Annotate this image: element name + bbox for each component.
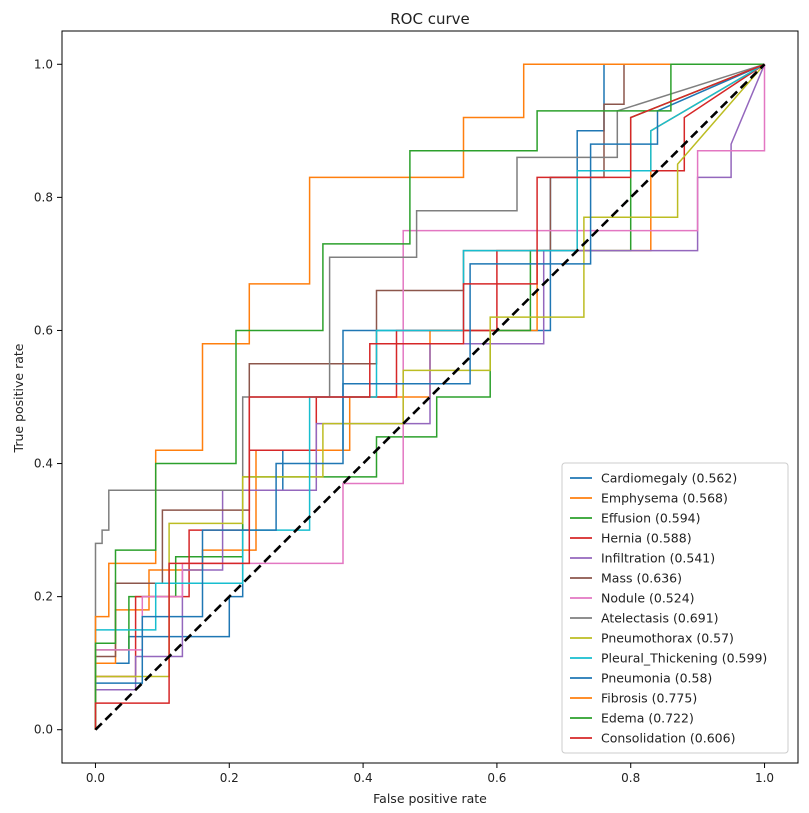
legend-label: Nodule (0.524) <box>601 591 695 606</box>
y-tick-label: 0.8 <box>34 190 53 204</box>
y-tick-label: 0.4 <box>34 457 53 471</box>
axes-layer: 0.0 0.2 0.4 0.6 0.8 1.0 0.0 0.2 0.4 0.6 0.8 1.0 <box>34 30 799 785</box>
legend-label: Cardiomegaly (0.562) <box>601 471 737 486</box>
legend-label: Fibrosis (0.775) <box>601 691 697 706</box>
legend-label: Pneumothorax (0.57) <box>601 631 734 646</box>
x-tick-label: 0.0 <box>86 771 105 785</box>
series-layer <box>94 63 766 731</box>
x-tick-label: 0.2 <box>220 771 239 785</box>
x-tick-label: 0.4 <box>354 771 373 785</box>
legend-label: Hernia (0.588) <box>601 531 692 546</box>
legend-label: Effusion (0.594) <box>601 511 701 526</box>
y-axis-label: True positive rate <box>11 343 26 453</box>
legend-label: Edema (0.722) <box>601 711 694 726</box>
roc-line-edema <box>94 63 765 730</box>
x-tick-label: 0.6 <box>487 771 506 785</box>
legend-label: Mass (0.636) <box>601 571 682 586</box>
y-tick-label: 0.6 <box>34 323 53 337</box>
legend-label: Pneumonia (0.58) <box>601 671 712 686</box>
legend-label: Infiltration (0.541) <box>601 551 715 566</box>
x-tick-label: 0.8 <box>621 771 640 785</box>
chance-diagonal-line <box>94 63 766 731</box>
roc-line-pneumonia <box>94 63 765 730</box>
x-axis-label: False positive rate <box>373 791 487 806</box>
x-tick-label: 1.0 <box>755 771 774 785</box>
y-tick-label: 0.0 <box>34 723 53 737</box>
y-tick-label: 0.2 <box>34 590 53 604</box>
legend: Cardiomegaly (0.562) Emphysema (0.568) Eff… <box>561 462 789 754</box>
plot-frame <box>61 30 799 764</box>
legend-label: Pleural_Thickening (0.599) <box>601 651 767 666</box>
roc-line-pleural-thickening <box>94 63 765 730</box>
legend-box <box>561 462 789 754</box>
legend-label: Consolidation (0.606) <box>601 731 735 746</box>
legend-label: Atelectasis (0.691) <box>601 611 719 626</box>
roc-line-fibrosis <box>94 63 765 730</box>
y-tick-label: 1.0 <box>34 57 53 71</box>
legend-label: Emphysema (0.568) <box>601 491 728 506</box>
chart-title: ROC curve <box>390 10 470 28</box>
